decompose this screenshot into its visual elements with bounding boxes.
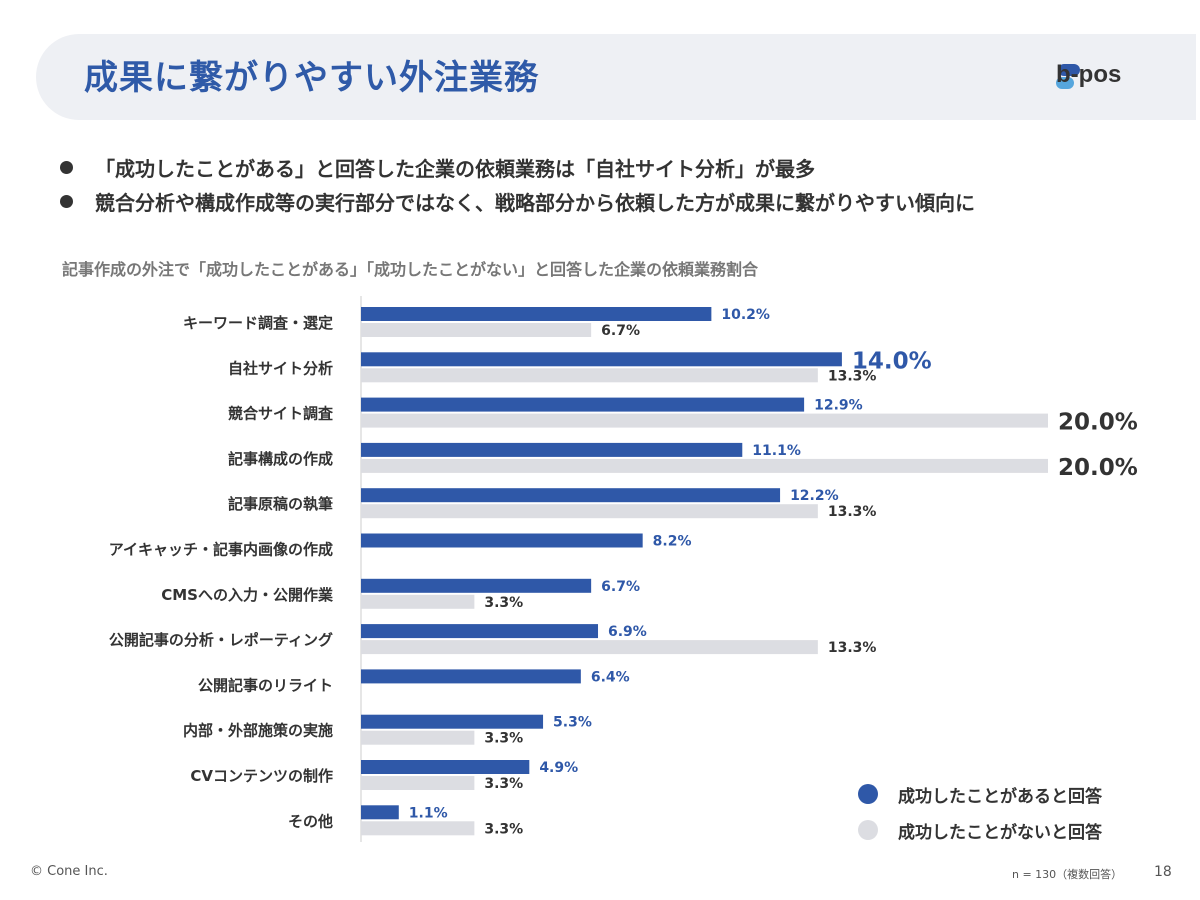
bar-success: [361, 533, 643, 548]
bar-success: [361, 442, 743, 457]
legend-swatch-no-success: [858, 820, 878, 840]
bar-no-success: [361, 821, 475, 836]
bar-success: [361, 760, 530, 774]
category-label: キーワード調査・選定: [183, 314, 333, 332]
page-number: 18: [1154, 864, 1172, 880]
bar-no-success: [361, 594, 475, 609]
bar-no-success: [361, 323, 592, 337]
bullet-item: 競合分析や構成作成等の実行部分ではなく、戦略部分から依頼した方が成果に繋がりやす…: [60, 184, 975, 218]
data-label-success: 5.3%: [553, 715, 592, 731]
data-label-no-success: 3.3%: [484, 731, 523, 747]
data-label-no-success: 13.3%: [828, 368, 877, 384]
legend-item: 成功したことがないと回答: [858, 812, 1102, 848]
bullet-text: 競合分析や構成作成等の実行部分ではなく、戦略部分から依頼した方が成果に繋がりやす…: [95, 190, 975, 215]
bar-success: [361, 805, 399, 820]
data-label-success: 14.0%: [852, 348, 932, 374]
legend-swatch-success: [858, 784, 878, 804]
category-label: その他: [288, 812, 333, 830]
bar-success: [361, 488, 781, 503]
bar-no-success: [361, 413, 1048, 428]
copyright: © Cone Inc.: [30, 864, 108, 879]
header-band: [36, 34, 1196, 120]
category-label: CMSへの入力・公開作業: [161, 586, 334, 604]
category-label: 内部・外部施策の実施: [183, 722, 333, 740]
data-label-no-success: 3.3%: [484, 821, 523, 837]
data-label-success: 10.2%: [721, 307, 770, 323]
data-label-no-success: 13.3%: [828, 640, 877, 656]
bar-success: [361, 714, 544, 729]
data-label-success: 4.9%: [539, 760, 578, 776]
data-label-no-success: 13.3%: [828, 504, 877, 520]
bar-success: [361, 307, 712, 321]
legend-label: 成功したことがないと回答: [898, 822, 1102, 843]
bullet-dot-icon: [60, 194, 73, 208]
bar-success: [361, 397, 805, 412]
data-label-success: 11.1%: [752, 443, 801, 459]
category-label: 記事原稿の執筆: [228, 495, 333, 513]
page-title: 成果に繋がりやすい外注業務: [84, 58, 539, 98]
category-label: 公開記事のリライト: [198, 676, 333, 694]
sample-note: n = 130（複数回答）: [1012, 868, 1123, 881]
bar-no-success: [361, 730, 475, 745]
data-label-success: 6.7%: [601, 579, 640, 595]
legend-item: 成功したことがあると回答: [858, 776, 1102, 812]
category-label: 自社サイト分析: [228, 359, 333, 377]
data-label-success: 6.4%: [591, 669, 630, 685]
bpos-logo-icon: [1056, 64, 1080, 89]
bar-no-success: [361, 458, 1048, 473]
data-label-no-success: 3.3%: [484, 776, 523, 792]
chart-title: 記事作成の外注で「成功したことがある」「成功したことがない」と回答した企業の依頼…: [62, 260, 759, 279]
data-label-success: 12.2%: [790, 488, 839, 504]
brand-name: b-pos: [1056, 61, 1122, 88]
bar-success: [361, 578, 592, 593]
data-label-success: 6.9%: [608, 624, 647, 640]
bar-no-success: [361, 776, 475, 790]
chart-legend: 成功したことがあると回答 成功したことがないと回答: [858, 776, 1102, 848]
data-label-no-success: 20.0%: [1058, 410, 1138, 436]
data-label-success: 12.9%: [814, 398, 863, 414]
bar-no-success: [361, 504, 818, 519]
category-label: 公開記事の分析・レポーティング: [109, 631, 333, 649]
bar-no-success: [361, 640, 818, 655]
bullet-text: 「成功したことがある」と回答した企業の依頼業務は「自社サイト分析」が最多: [95, 156, 815, 181]
category-label: 記事構成の作成: [228, 450, 333, 468]
data-label-no-success: 3.3%: [484, 595, 523, 611]
category-label: 競合サイト調査: [228, 405, 334, 423]
category-label: CVコンテンツの制作: [190, 767, 333, 785]
bar-no-success: [361, 368, 818, 383]
data-label-success: 8.2%: [653, 534, 692, 550]
bullet-item: 「成功したことがある」と回答した企業の依頼業務は「自社サイト分析」が最多: [60, 150, 975, 184]
bullet-list: 「成功したことがある」と回答した企業の依頼業務は「自社サイト分析」が最多 競合分…: [60, 150, 975, 218]
category-label: アイキャッチ・記事内画像の作成: [109, 541, 333, 559]
data-label-no-success: 6.7%: [601, 323, 640, 339]
bullet-dot-icon: [60, 160, 73, 174]
legend-label: 成功したことがあると回答: [898, 786, 1102, 807]
bar-success: [361, 669, 581, 684]
data-label-success: 1.1%: [409, 805, 448, 821]
data-label-no-success: 20.0%: [1058, 455, 1138, 481]
bar-success: [361, 352, 842, 367]
bar-success: [361, 624, 599, 639]
